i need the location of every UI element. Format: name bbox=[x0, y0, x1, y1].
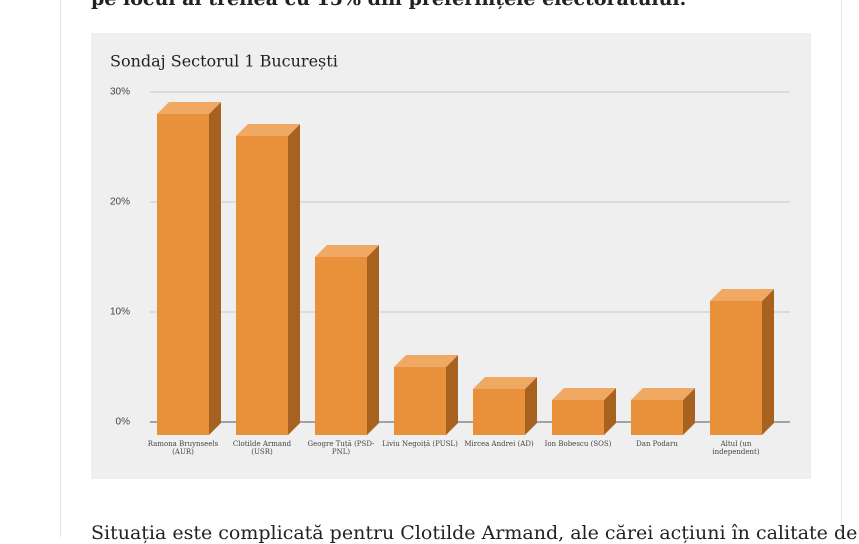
bar-top bbox=[631, 388, 695, 400]
chart: Sondaj Sectorul 1 București 0% 10% 20% 30% bbox=[110, 52, 790, 435]
bar bbox=[473, 377, 537, 435]
bar bbox=[631, 388, 695, 435]
bar-side bbox=[604, 388, 616, 435]
y-tick-label: 20% bbox=[110, 197, 130, 208]
bar-front bbox=[157, 114, 209, 435]
bar bbox=[315, 245, 379, 435]
bar-top bbox=[552, 388, 616, 400]
bar-side bbox=[762, 289, 774, 435]
bar-side bbox=[288, 124, 300, 435]
bar-front bbox=[236, 136, 288, 435]
x-tick-label: Mircea Andrei (AD) bbox=[464, 440, 534, 448]
x-tick-label: Ion Bobescu (SOS) bbox=[544, 440, 612, 448]
y-tick-label: 30% bbox=[110, 87, 130, 98]
content-column bbox=[60, 0, 842, 537]
bar bbox=[710, 289, 774, 435]
bar-side bbox=[367, 245, 379, 435]
bar-front bbox=[710, 301, 762, 435]
bar-front bbox=[631, 400, 683, 435]
bar-top bbox=[315, 245, 379, 257]
bar bbox=[157, 102, 221, 435]
bar-front bbox=[315, 257, 367, 435]
x-tick-label: Altul (un independent) bbox=[712, 440, 760, 456]
chart-panel: Sondaj Sectorul 1 București 0% 10% 20% 30% … bbox=[91, 33, 811, 479]
bar-top bbox=[394, 355, 458, 367]
bar-side bbox=[446, 355, 458, 435]
bar-side bbox=[525, 377, 537, 435]
x-tick-label: Dan Podaru bbox=[636, 440, 678, 448]
bar-front bbox=[473, 389, 525, 435]
y-tick-label: 10% bbox=[110, 307, 130, 318]
bar-front bbox=[394, 367, 446, 435]
y-tick-label: 0% bbox=[116, 417, 131, 428]
bar-top bbox=[710, 289, 774, 301]
bar bbox=[236, 124, 300, 435]
bar bbox=[394, 355, 458, 435]
x-tick-label: Clotilde Armand (USR) bbox=[232, 440, 292, 456]
chart-title: Sondaj Sectorul 1 București bbox=[110, 52, 338, 71]
x-tick-label: Ramona Bruynseels (AUR) bbox=[147, 440, 219, 456]
bar-front bbox=[552, 400, 604, 435]
article-text: Situația este complicată pentru Clotilde… bbox=[91, 522, 858, 544]
bar bbox=[552, 388, 616, 435]
x-tick-label: Geogre Tuță (PSD-PNL) bbox=[307, 440, 375, 456]
bar-top bbox=[157, 102, 221, 114]
x-tick-label: Liviu Negoiță (PUSL) bbox=[382, 440, 458, 448]
bar-top bbox=[236, 124, 300, 136]
bar-top bbox=[473, 377, 537, 389]
bar-side bbox=[683, 388, 695, 435]
article-text: pe locul al treilea cu 15% din preferinț… bbox=[91, 0, 686, 10]
bar-side bbox=[209, 102, 221, 435]
